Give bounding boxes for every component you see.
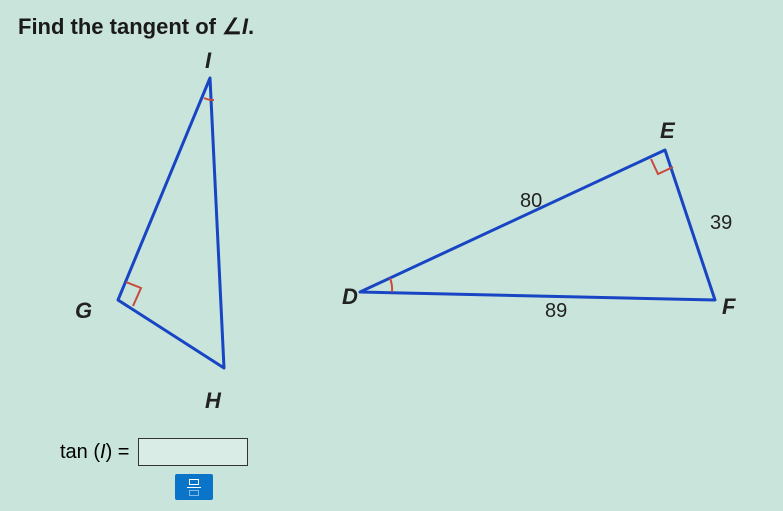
side-label-ef: 39: [710, 212, 732, 235]
angle-marker-d: [390, 278, 392, 292]
vertex-label-f: F: [722, 294, 735, 320]
answer-suffix: ) =: [106, 441, 130, 463]
answer-label: tan (I) =: [60, 441, 130, 464]
fraction-button[interactable]: [175, 474, 213, 500]
vertex-label-e: E: [660, 118, 675, 144]
triangle-right: [0, 0, 783, 511]
fraction-icon: [187, 479, 201, 496]
side-label-df: 89: [545, 300, 567, 323]
answer-input[interactable]: [138, 438, 248, 466]
vertex-label-d: D: [342, 284, 358, 310]
answer-prefix: tan (: [60, 441, 100, 463]
side-label-de: 80: [520, 190, 542, 213]
answer-row: tan (I) =: [60, 438, 248, 466]
